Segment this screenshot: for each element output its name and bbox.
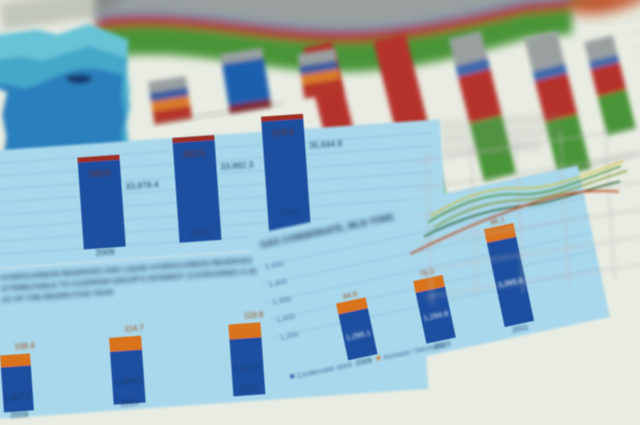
svg-text:545.6: 545.6 (89, 167, 111, 178)
svg-text:2010: 2010 (190, 227, 210, 238)
svg-text:2011: 2011 (240, 384, 258, 394)
svg-text:1,007.5: 1,007.5 (4, 391, 32, 402)
svg-text:118.8: 118.8 (244, 310, 265, 320)
svg-text:2011: 2011 (279, 206, 298, 217)
svg-text:574.4: 574.4 (272, 126, 294, 137)
svg-text:2009: 2009 (10, 410, 29, 420)
svg-text:2009: 2009 (95, 246, 115, 257)
svg-text:1,017.7: 1,017.7 (234, 363, 262, 374)
svg-text:553.5: 553.5 (183, 148, 205, 159)
svg-text:2010: 2010 (120, 398, 139, 408)
svg-text:114.7: 114.7 (124, 323, 145, 333)
svg-text:1,009.5: 1,009.5 (115, 376, 143, 387)
svg-text:108.4: 108.4 (14, 341, 35, 351)
